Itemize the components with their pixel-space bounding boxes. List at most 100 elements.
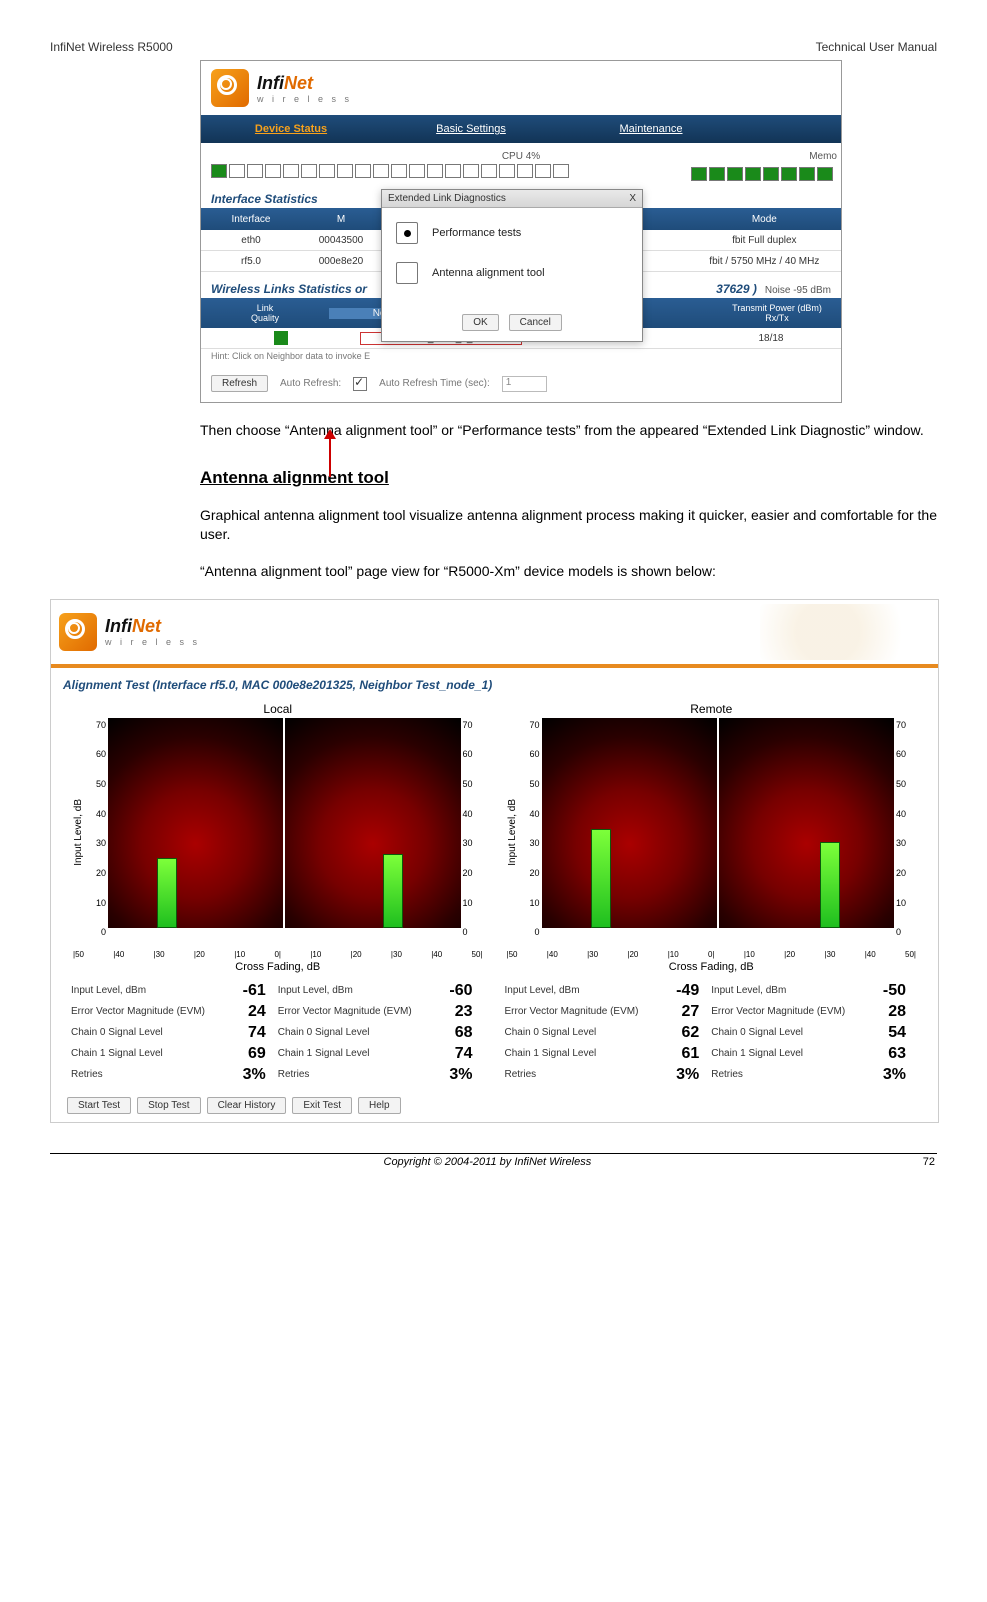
logo-sub: w i r e l e s s [105, 637, 200, 647]
x-axis-label: Cross Fading, dB [505, 961, 919, 973]
stat-value: 69 [216, 1045, 266, 1063]
alignment-tool-screenshot: InfiNet w i r e l e s s Alignment Test (… [50, 599, 939, 1123]
link-quality-icon [274, 331, 288, 345]
copyright: Copyright © 2004-2011 by InfiNet Wireles… [52, 1156, 923, 1168]
section-wireless-id: 37629 ) [716, 282, 757, 296]
logo: InfiNet w i r e l e s s [59, 613, 200, 651]
stat-row: Error Vector Magnitude (EVM) 28 [711, 1003, 918, 1021]
cancel-button[interactable]: Cancel [509, 314, 562, 331]
exit-test-button[interactable]: Exit Test [292, 1097, 352, 1114]
stat-value: 24 [216, 1003, 266, 1021]
hint-text: Hint: Click on Neighbor data to invoke E [201, 349, 841, 369]
cell: fbit / 5750 MHz / 40 MHz [688, 256, 841, 267]
ok-button[interactable]: OK [462, 314, 498, 331]
footer: Copyright © 2004-2011 by InfiNet Wireles… [50, 1153, 937, 1168]
stat-label: Chain 0 Signal Level [278, 1027, 370, 1038]
stat-label: Chain 0 Signal Level [711, 1027, 803, 1038]
radio-label-perf: Performance tests [432, 227, 521, 239]
stat-label: Input Level, dBm [505, 985, 580, 996]
stop-test-button[interactable]: Stop Test [137, 1097, 201, 1114]
stat-value: -50 [856, 982, 906, 1000]
stat-value: 74 [423, 1045, 473, 1063]
signal-bar [591, 829, 611, 928]
stat-value: 68 [423, 1024, 473, 1042]
start-test-button[interactable]: Start Test [67, 1097, 131, 1114]
col-link-quality: Link Quality [201, 303, 329, 323]
y-axis-label: Input Level, dB [505, 799, 518, 866]
signal-bar [383, 854, 403, 927]
worldmap-icon [760, 604, 930, 660]
stat-value: -61 [216, 982, 266, 1000]
stat-row: Input Level, dBm -60 [278, 982, 485, 1000]
section-wireless-links: Wireless Links Statistics or [211, 282, 367, 296]
col-m: M [301, 214, 381, 225]
page-number: 72 [923, 1156, 935, 1168]
refresh-button[interactable]: Refresh [211, 375, 268, 392]
modal-title: Extended Link Diagnostics [388, 193, 506, 204]
stat-label: Error Vector Magnitude (EVM) [505, 1006, 639, 1017]
stat-row: Chain 1 Signal Level61 [505, 1045, 712, 1063]
cell: eth0 [201, 235, 301, 246]
stat-row: Input Level, dBm -49 [505, 982, 712, 1000]
heading-antenna-alignment: Antenna alignment tool [200, 468, 937, 488]
help-button[interactable]: Help [358, 1097, 401, 1114]
stat-label: Input Level, dBm [711, 985, 786, 996]
modal-close-icon[interactable]: X [629, 193, 636, 204]
stat-label: Input Level, dBm [278, 985, 353, 996]
heatmap [108, 718, 283, 928]
logo-name-b: Net [284, 73, 313, 93]
stat-row: Error Vector Magnitude (EVM) 27 [505, 1003, 712, 1021]
stat-value: 3% [423, 1066, 473, 1084]
navbar: Device Status Basic Settings Maintenance [201, 115, 841, 143]
stat-label: Error Vector Magnitude (EVM) [711, 1006, 845, 1017]
infinet-logo-icon [211, 69, 249, 107]
stat-row: Chain 1 Signal Level69 [71, 1045, 278, 1063]
stat-label: Chain 0 Signal Level [505, 1027, 597, 1038]
tab-device-status[interactable]: Device Status [201, 123, 381, 135]
radio-label-align: Antenna alignment tool [432, 267, 545, 279]
logo-name-a: Infi [257, 73, 284, 93]
logo-name-a: Infi [105, 616, 132, 636]
stat-value: -60 [423, 982, 473, 1000]
stat-value: 27 [649, 1003, 699, 1021]
stat-value: -49 [649, 982, 699, 1000]
cell: rf5.0 [201, 256, 301, 267]
stat-value: 54 [856, 1024, 906, 1042]
radio-antenna-alignment[interactable] [396, 262, 418, 284]
auto-refresh-checkbox[interactable] [353, 377, 367, 391]
stat-value: 3% [649, 1066, 699, 1084]
tab-basic-settings[interactable]: Basic Settings [381, 123, 561, 135]
stat-value: 28 [856, 1003, 906, 1021]
mem-label: Memo [809, 151, 837, 162]
cell-tp: 18/18 [701, 333, 841, 344]
tab-maintenance[interactable]: Maintenance [561, 123, 741, 135]
auto-refresh-time-input[interactable]: 1 [502, 376, 547, 392]
auto-refresh-time-label: Auto Refresh Time (sec): [379, 378, 490, 389]
mem-blocks [691, 167, 833, 181]
paragraph-1: Then choose “Antenna alignment tool” or … [200, 421, 937, 440]
clear-history-button[interactable]: Clear History [207, 1097, 287, 1114]
stat-row: Error Vector Magnitude (EVM)23 [278, 1003, 485, 1021]
chart-title-remote: Remote [505, 702, 919, 716]
stat-label: Retries [711, 1069, 743, 1080]
noise-label: Noise -95 dBm [765, 285, 831, 296]
radio-performance-tests[interactable] [396, 222, 418, 244]
stat-value: 3% [856, 1066, 906, 1084]
cpu-label: CPU 4% [211, 151, 831, 162]
stat-row: Chain 0 Signal Level74 [71, 1024, 278, 1042]
extended-link-diag-modal: Extended Link Diagnostics X Performance … [381, 189, 643, 342]
logo: InfiNet w i r e l e s s [201, 61, 841, 115]
logo-name-b: Net [132, 616, 161, 636]
stat-label: Chain 1 Signal Level [711, 1048, 803, 1059]
paragraph-3: “Antenna alignment tool” page view for “… [200, 562, 937, 581]
stat-row: Retries3% [505, 1066, 712, 1084]
auto-refresh-label: Auto Refresh: [280, 378, 341, 389]
stat-row: Input Level, dBm-61 [71, 982, 278, 1000]
stat-row: Retries3% [278, 1066, 485, 1084]
stat-row: Chain 1 Signal Level 74 [278, 1045, 485, 1063]
col-interface: Interface [201, 214, 301, 225]
stat-label: Error Vector Magnitude (EVM) [278, 1006, 412, 1017]
stat-row: Input Level, dBm -50 [711, 982, 918, 1000]
stat-label: Chain 1 Signal Level [278, 1048, 370, 1059]
stat-value: 61 [649, 1045, 699, 1063]
